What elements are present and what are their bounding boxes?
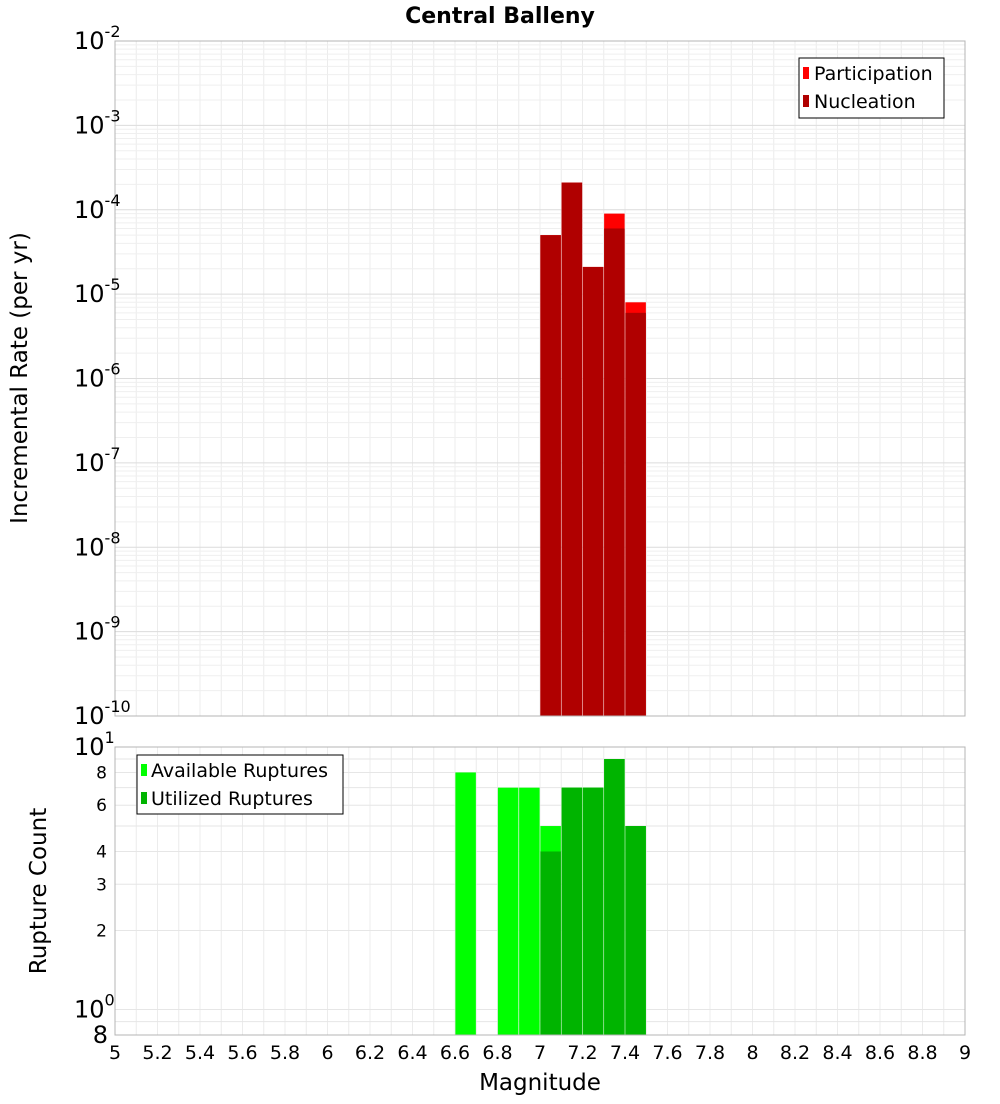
top-y-tick-label: 10-6 (74, 360, 121, 393)
top-y-tick-label: 10-4 (74, 191, 121, 224)
legend-label-nucleation: Nucleation (814, 91, 916, 113)
bottom-y-tick-label: 6 (96, 796, 107, 816)
utilized-bar-7 (625, 826, 646, 1035)
x-tick-label: 5 (109, 1042, 121, 1064)
top-y-tick-label: 10-5 (74, 275, 121, 308)
bottom-legend-box (136, 754, 344, 815)
top-bars (540, 182, 646, 717)
x-tick-label: 8.6 (865, 1042, 895, 1064)
x-tick-label: 6.8 (482, 1042, 512, 1064)
utilized-bar-6 (604, 759, 625, 1035)
top-y-tick-label: 10-2 (74, 22, 121, 55)
legend-label-available: Available Ruptures (151, 760, 328, 782)
x-tick-label: 5.2 (142, 1042, 172, 1064)
legend-swatch-available (141, 764, 147, 776)
utilized-bar-3 (540, 851, 561, 1035)
x-tick-label: 5.6 (227, 1042, 257, 1064)
x-tick-label: 6.4 (397, 1042, 427, 1064)
bottom-y-tick-label: 100 (74, 991, 115, 1024)
available-bar-1 (497, 787, 519, 1035)
x-tick-label: 6.2 (355, 1042, 385, 1064)
bottom-grid (114, 746, 966, 1036)
x-tick-label: 5.4 (185, 1042, 215, 1064)
x-tick-label: 8.4 (822, 1042, 852, 1064)
top-y-tick-label: 10-3 (74, 106, 121, 139)
x-tick-label: 5.8 (270, 1042, 300, 1064)
chart-title: Central Balleny (405, 4, 595, 29)
top-plot-frame (114, 40, 966, 717)
top-y-tick-label: 10-10 (74, 697, 131, 730)
legend-swatch-participation (803, 67, 809, 79)
bottom-plot-frame (114, 746, 966, 1036)
nucleation-bar-1 (561, 182, 583, 716)
bottom-y-axis-label: Rupture Count (26, 808, 52, 974)
x-ticks: 5 5.2 5.4 5.6 5.8 6 6.2 6.4 6.6 6.8 7 7.2 7.4 7.6 7.8 8… (109, 1042, 971, 1064)
legend-swatch-nucleation (803, 95, 809, 107)
bottom-bars (455, 759, 646, 1035)
x-tick-label: 8.2 (780, 1042, 810, 1064)
x-axis-label: Magnitude (479, 1070, 601, 1096)
nucleation-bar-2 (582, 266, 604, 716)
available-bar-2 (519, 787, 540, 1035)
top-y-tick-label: 10-8 (74, 528, 121, 561)
x-tick-label: 7.8 (695, 1042, 725, 1064)
utilized-bar-5 (582, 787, 604, 1035)
bottom-y-tick-label: 3 (96, 875, 107, 895)
bottom-y-tick-label: 2 (96, 922, 107, 942)
legend-swatch-utilized (141, 792, 147, 804)
legend-label-participation: Participation (814, 63, 933, 85)
bottom-y-tick-label: 8 (96, 763, 107, 783)
nucleation-bar-4 (625, 312, 646, 716)
x-tick-label: 7.2 (567, 1042, 597, 1064)
x-tick-label: 9 (959, 1042, 971, 1064)
top-grid (114, 41, 966, 717)
bottom-y-tick-label: 8 (93, 1021, 108, 1049)
legend-label-utilized: Utilized Ruptures (151, 788, 313, 810)
x-tick-label: 8 (746, 1042, 758, 1064)
available-bar-0 (455, 772, 476, 1035)
x-tick-label: 7.6 (652, 1042, 682, 1064)
x-tick-label: 6.6 (440, 1042, 470, 1064)
x-tick-label: 6 (321, 1042, 333, 1064)
bottom-y-tick-label: 101 (74, 728, 115, 761)
nucleation-bar-0 (540, 235, 561, 716)
top-y-ticks: 10-2 10-3 10-4 10-5 10-6 10-7 10-8 10-9 10-10 (74, 22, 131, 730)
bottom-y-tick-label: 4 (96, 842, 107, 862)
utilized-bar-4 (561, 787, 583, 1035)
top-y-axis-label: Incremental Rate (per yr) (7, 232, 33, 524)
bottom-legend: Available Ruptures Utilized Ruptures (136, 754, 344, 815)
x-tick-label: 7 (534, 1042, 546, 1064)
top-legend-box (798, 57, 945, 119)
top-y-tick-label: 10-9 (74, 613, 121, 646)
x-tick-label: 8.8 (907, 1042, 937, 1064)
nucleation-bar-3 (604, 228, 625, 716)
top-y-tick-label: 10-7 (74, 444, 121, 477)
x-tick-label: 7.4 (610, 1042, 640, 1064)
top-legend: Participation Nucleation (798, 57, 945, 119)
